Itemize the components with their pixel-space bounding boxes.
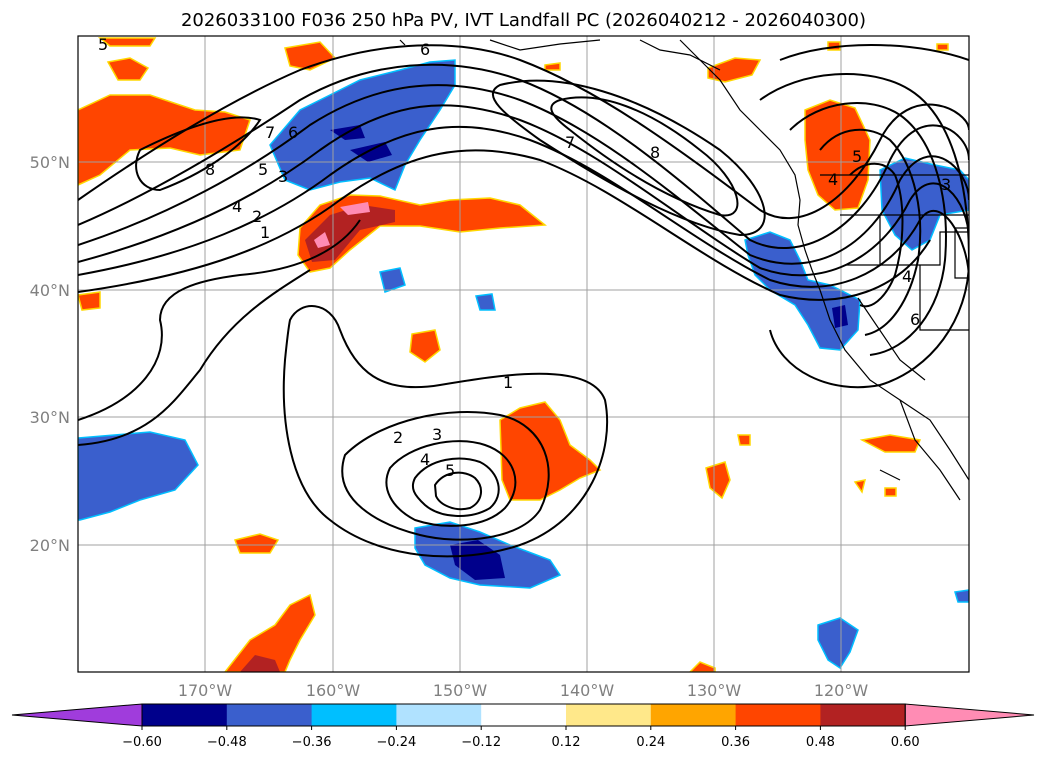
lon-label: 140°W [560,681,615,700]
colorbar-segment [396,704,482,726]
lon-label: 170°W [178,681,233,700]
colorbar-tick-label: 0.48 [806,735,835,750]
colorbar-tick-label: −0.36 [292,735,332,750]
colorbar-segment [142,704,228,726]
lon-labels: 170°W 160°W 150°W 140°W 130°W 120°W [178,681,869,700]
contour-label: 5 [445,461,455,480]
contour-label: 2 [393,428,403,447]
lat-labels: 50°N 40°N 30°N 20°N [30,153,70,555]
contour-label: 8 [205,160,215,179]
contour-label: 3 [432,425,442,444]
contour-label: 3 [278,167,288,186]
lat-label: 20°N [30,536,70,555]
lon-label: 120°W [814,681,869,700]
colorbar-segment [311,704,397,726]
contour-label: 5 [258,160,268,179]
lon-label: 150°W [433,681,488,700]
colorbar-tick-label: −0.12 [461,735,501,750]
colorbar-tick-label: 0.36 [721,735,750,750]
contour-label: 1 [260,223,270,242]
contour-label: 5 [98,35,108,54]
colorbar-segment [820,704,906,726]
graticule [78,36,969,672]
map-frame [77,35,970,673]
colorbar-tick-label: −0.48 [207,735,247,750]
colorbar-segment [566,704,652,726]
contour-label: 3 [941,175,951,194]
contour-label: 7 [265,123,275,142]
contour-label: 8 [650,143,660,162]
colorbar-tick-label: −0.24 [376,735,416,750]
colorbar-tick-label: 0.24 [636,735,665,750]
contour-label: 4 [232,197,242,216]
contour-label: 6 [420,40,430,59]
lon-label: 130°W [687,681,742,700]
lon-label: 160°W [306,681,361,700]
contour-label: 5 [852,147,862,166]
contour-label: 7 [565,133,575,152]
lat-label: 50°N [30,153,70,172]
colorbar-tick-label: 0.12 [552,735,581,750]
lat-label: 40°N [30,281,70,300]
colorbar-segment [735,704,821,726]
contour-labels: 8 7 6 5 4 3 2 1 7 8 6 5 1 2 3 4 5 3 4 6 … [98,35,951,480]
pv-contours [78,44,969,558]
contour-label: 4 [902,267,912,286]
colorbar-segment [226,704,313,726]
contour-label: 4 [420,450,430,469]
contour-label: 1 [503,373,513,392]
colorbar-segment [481,704,567,726]
contour-label: 4 [828,170,838,189]
colorbar-segment [650,704,737,726]
colorbar-extend-low [11,703,143,727]
colorbar: −0.60 −0.48 −0.36 −0.24 −0.12 0.12 0.24 0.36 0.4… [11,703,1035,750]
contour-label: 2 [252,207,262,226]
colorbar-outline [141,703,906,727]
contour-label: 6 [288,123,298,142]
map-title: 2026033100 F036 250 hPa PV, IVT Landfall… [180,10,867,31]
lat-label: 30°N [30,408,70,427]
colorbar-tick-label: −0.60 [122,735,162,750]
map-panel: 8 7 6 5 4 3 2 1 7 8 6 5 1 2 3 4 5 3 4 6 … [78,35,969,672]
colorbar-tick-label: 0.60 [891,735,920,750]
contour-label: 6 [910,310,920,329]
colorbar-extend-high [904,703,1035,727]
